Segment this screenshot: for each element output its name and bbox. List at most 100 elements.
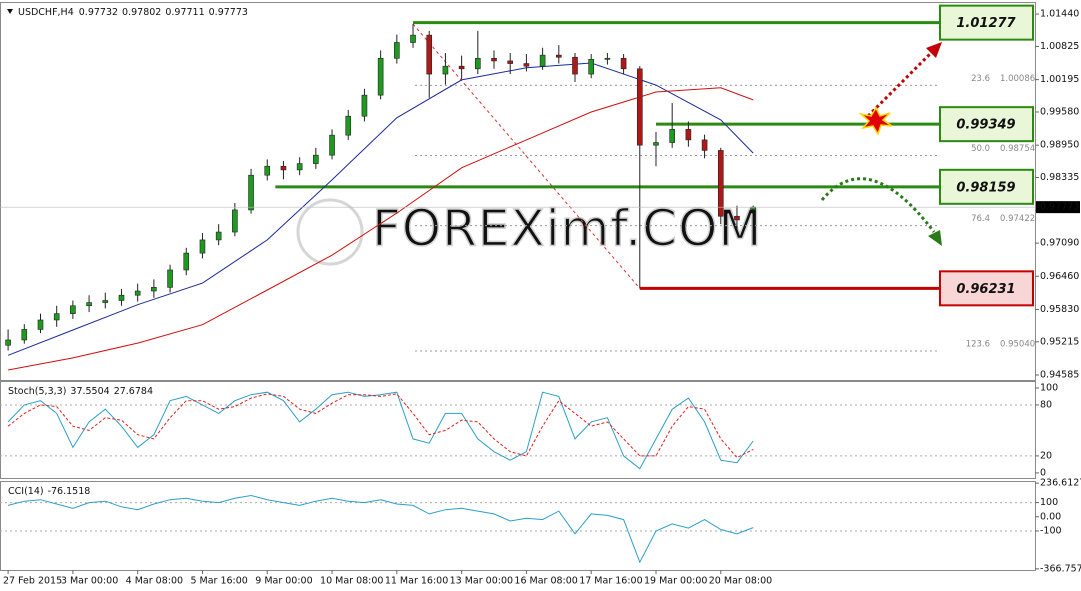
main-layer: 1.01440 1.00825 1.00195 0.99580 0.98950 0.983… — [0, 9, 1081, 587]
y-tick-label: 0.97090 — [1040, 238, 1079, 249]
x-tick-label: 19 Mar 00:00 — [644, 576, 707, 587]
y-tick-label: -100 — [1040, 525, 1062, 536]
stoch-panel — [0, 381, 1036, 479]
level-box — [939, 270, 1034, 307]
arrow-head — [926, 42, 942, 58]
level-label: 0.99349 — [956, 118, 1015, 133]
candle-body — [604, 57, 611, 60]
cci-panel — [0, 481, 1036, 571]
symbol: USDCHF,H4 — [18, 7, 74, 18]
candle-body — [183, 252, 190, 271]
candle-body — [296, 163, 303, 171]
close: 0.97773 — [209, 7, 248, 18]
chart-header: USDCHF,H4 0.97732 0.97802 0.97711 0.97773 — [18, 7, 248, 18]
candle-body — [685, 129, 692, 141]
level-box — [939, 168, 1034, 205]
indicator-name: CCI(14) — [8, 486, 44, 497]
candle-body — [86, 302, 92, 307]
candle-body — [458, 65, 465, 70]
arrow-head — [928, 230, 942, 246]
candle-body — [264, 165, 271, 176]
candle-body — [669, 129, 675, 143]
cci-title: CCI(14) -76.1518 — [8, 486, 90, 497]
candle-body — [620, 57, 627, 70]
level-label: 0.98159 — [956, 180, 1015, 195]
level-label: 0.96231 — [956, 282, 1015, 297]
indicator-value: 27.6784 — [114, 386, 153, 397]
candle-body — [199, 239, 206, 254]
y-tick-label: 0.96460 — [1040, 271, 1079, 282]
candle-body — [232, 209, 238, 233]
y-tick-label: -366.7571 — [1040, 563, 1081, 574]
fib-price: 0.97422 — [1000, 214, 1035, 224]
stoch-title: Stoch(5,3,3) 37.5504 27.6784 — [8, 386, 153, 397]
fib-label: 23.6 — [971, 74, 990, 84]
candle-body — [5, 339, 11, 346]
indicator-line — [7, 393, 754, 459]
breakout-star — [858, 106, 893, 136]
candle-body — [377, 57, 384, 96]
indicator-line — [7, 391, 754, 470]
x-tick-label: 9 Mar 00:00 — [255, 576, 312, 587]
candle-body — [313, 154, 319, 164]
x-tick-label: 10 Mar 08:00 — [320, 576, 383, 587]
x-tick-label: 17 Mar 16:00 — [579, 576, 642, 587]
indicator-line — [7, 494, 754, 564]
candle-body — [329, 134, 335, 156]
y-tick-label: 0.00 — [1040, 511, 1061, 522]
moving-average — [7, 62, 754, 356]
fib-label: 123.6 — [966, 340, 990, 350]
fib-label: 50.0 — [971, 144, 990, 154]
y-tick-label: 0.98950 — [1040, 140, 1079, 151]
candle-body — [523, 63, 530, 67]
level-box — [939, 106, 1034, 143]
back-layer: FOREXimf.COM 23.6 1.00086 50.0 0.98754 76.4 0.… — [0, 23, 1035, 532]
y-tick-label: 0.95830 — [1040, 304, 1079, 315]
candle-body — [572, 56, 578, 75]
candle-body — [21, 329, 28, 341]
candle-body — [248, 174, 254, 211]
candle-body — [588, 59, 594, 75]
candle-body — [507, 60, 514, 64]
fib-trendline — [412, 23, 641, 289]
candle-body — [134, 290, 141, 296]
x-tick-label: 16 Mar 08:00 — [514, 576, 577, 587]
y-tick-label: 0.99580 — [1040, 106, 1079, 117]
candle-body — [361, 94, 368, 117]
candle-body — [280, 165, 287, 171]
x-tick-label: 11 Mar 16:00 — [385, 576, 448, 587]
candle-body — [215, 231, 222, 241]
x-tick-label: 3 Mar 00:00 — [61, 576, 118, 587]
indicator-name: Stoch(5,3,3) — [8, 386, 66, 397]
fib-label: 76.4 — [971, 214, 990, 224]
watermark-logo — [296, 198, 364, 266]
current-price-label: 0.97773 — [1040, 202, 1079, 213]
price-panel — [0, 2, 1036, 381]
candle-body — [345, 115, 352, 136]
candle-body — [102, 300, 109, 303]
candle-body — [410, 34, 416, 43]
candle-body — [442, 65, 449, 75]
y-tick-label: 0 — [1040, 467, 1046, 478]
current-price-box — [1036, 201, 1080, 214]
fib-price: 1.00086 — [1000, 74, 1035, 84]
candle-body — [167, 269, 173, 288]
front-layer: USDCHF,H4 0.97732 0.97802 0.97711 0.97773 St… — [7, 4, 1080, 497]
y-tick-label: 0.95215 — [1040, 336, 1079, 347]
y-tick-label: 236.6127 — [1040, 478, 1081, 489]
fib-price: 0.98754 — [1000, 144, 1035, 154]
level-box — [939, 4, 1034, 41]
y-tick-label: 20 — [1040, 450, 1052, 461]
x-tick-label: 4 Mar 08:00 — [126, 576, 183, 587]
candle-body — [53, 313, 60, 321]
high: 0.97802 — [122, 7, 161, 18]
y-tick-label: 80 — [1040, 399, 1052, 410]
candle-body — [394, 42, 400, 59]
y-tick-label: 0.94585 — [1040, 369, 1079, 380]
candle-body — [636, 68, 643, 146]
candle-body — [717, 150, 724, 217]
moving-average — [8, 87, 754, 371]
arrow-up — [866, 46, 938, 118]
x-tick-label: 13 Mar 00:00 — [450, 576, 513, 587]
y-tick-label: 100 — [1040, 382, 1058, 393]
